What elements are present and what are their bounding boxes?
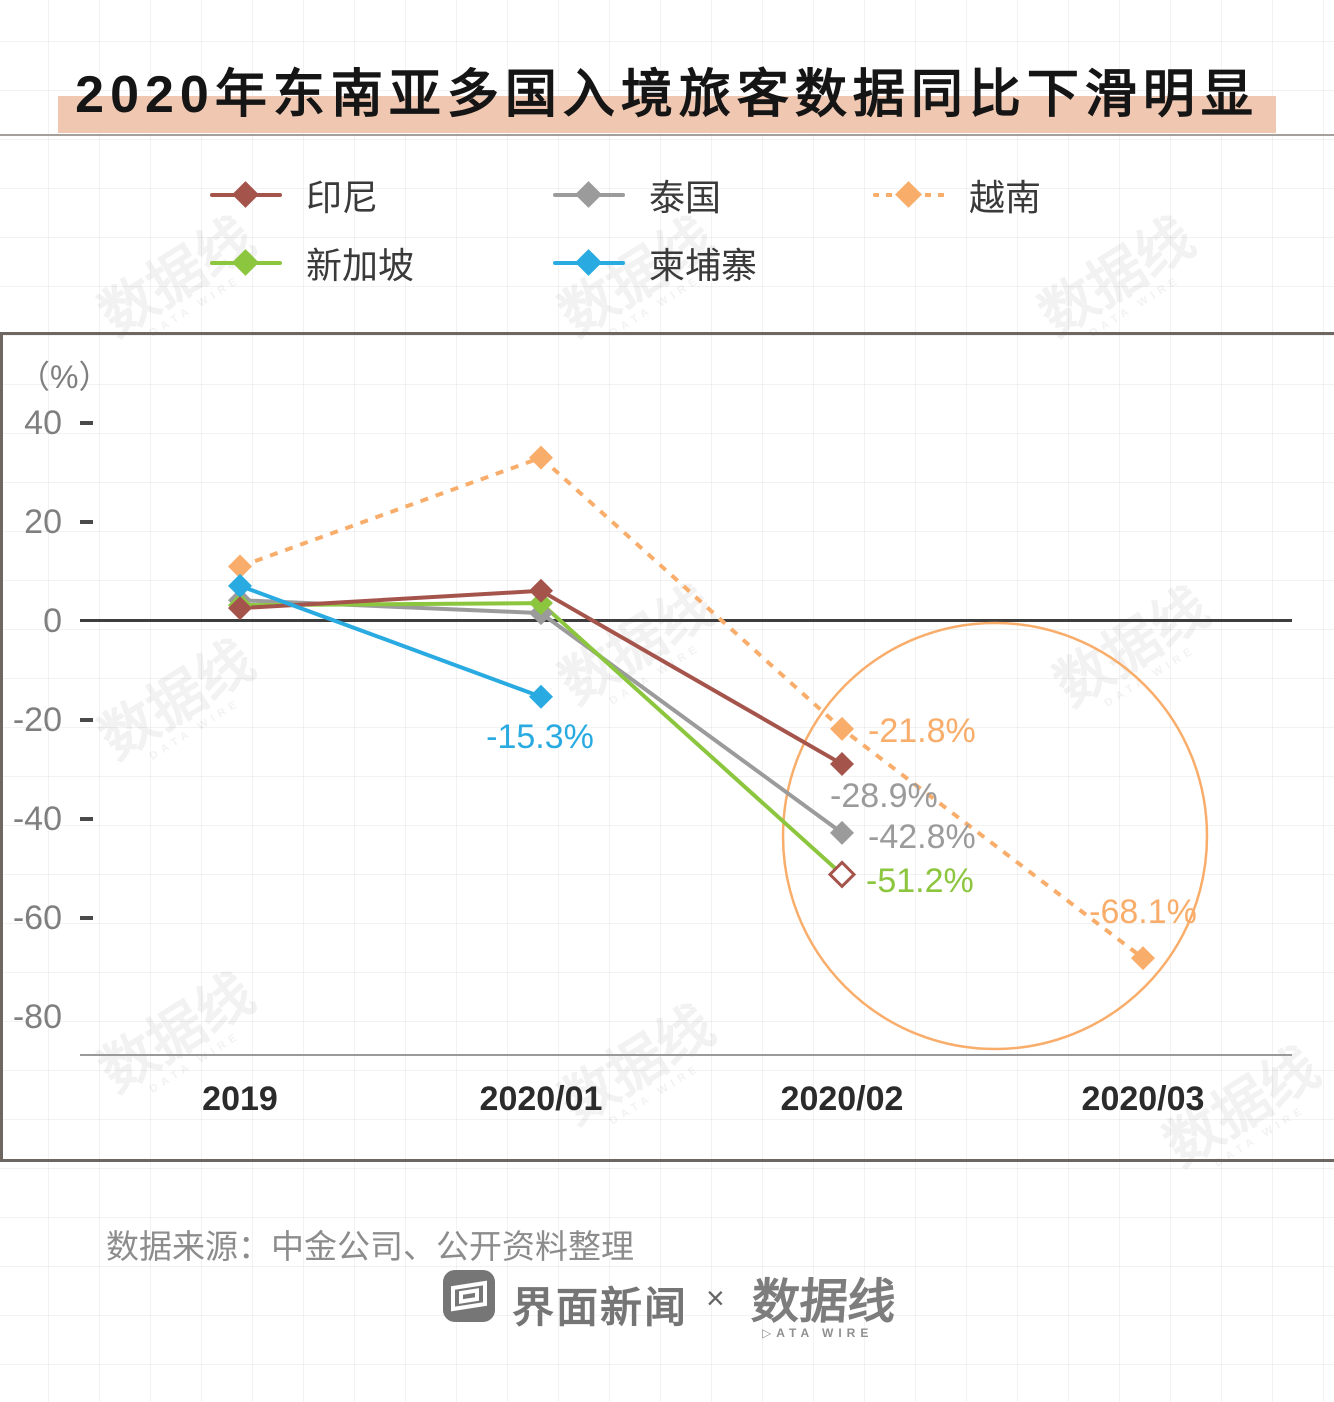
data-label-vietnam-feb: -21.8%	[868, 712, 976, 750]
diamond-marker-icon	[529, 445, 553, 470]
y-tick-label: -80	[12, 998, 62, 1036]
jiemian-logo-icon	[443, 1270, 495, 1322]
diamond-marker-icon	[228, 588, 252, 613]
diamond-marker-icon	[827, 860, 857, 889]
series-line-2	[239, 455, 1145, 960]
diamond-marker-icon	[529, 684, 553, 709]
data-label-vietnam-mar: -68.1%	[1089, 893, 1197, 931]
datawire-watermark: 数据线 DATA WIRE	[1008, 194, 1232, 370]
legend-item-indonesia: 印尼	[210, 175, 378, 218]
title-highlight-band	[58, 96, 1276, 133]
data-label-singapore: -51.2%	[866, 862, 974, 900]
diamond-marker-icon	[228, 573, 252, 598]
legend-label: 泰国	[649, 177, 722, 218]
jiemian-logo-text: 界面新闻	[512, 1284, 689, 1331]
legend-item-singapore: 新加坡	[210, 243, 414, 286]
x-tick-label: 2019	[202, 1080, 278, 1118]
datawire-logo-subtext: ▷ATA WIRE	[762, 1326, 874, 1340]
x-tick-label: 2020/02	[780, 1080, 904, 1118]
diamond-marker-icon	[228, 554, 252, 579]
y-tick-label: 20	[24, 503, 62, 541]
chart-border-left	[0, 332, 3, 1162]
watermark-subtext: DATA WIRE	[1102, 643, 1199, 710]
legend-line	[553, 249, 625, 276]
legend-item-cambodia: 柬埔寨	[553, 243, 757, 286]
datawire-logo-text: 数据线	[749, 1276, 898, 1329]
chart-border-bottom	[0, 1159, 1334, 1162]
page-title: 2020年东南亚多国入境旅客数据同比下滑明显	[75, 66, 1259, 124]
watermark-text: 数据线	[1043, 575, 1220, 718]
x-tick-label: 2020/01	[479, 1080, 603, 1118]
y-tick-label: -60	[12, 899, 62, 937]
legend-label: 印尼	[306, 177, 379, 218]
watermark-text: 数据线	[88, 628, 265, 771]
y-tick-mark	[80, 421, 93, 425]
collab-cross-mark: ×	[706, 1280, 725, 1316]
legend-label: 越南	[969, 177, 1042, 218]
zero-axis-line	[80, 619, 1292, 622]
y-tick-label: -40	[12, 800, 62, 838]
diamond-marker-icon	[228, 596, 252, 621]
legend-line	[210, 249, 282, 276]
x-tick-label: 2020/03	[1081, 1080, 1205, 1118]
y-tick-label: 40	[24, 404, 62, 442]
datawire-watermark: 数据线 DATA WIRE	[528, 562, 752, 738]
y-tick-mark	[80, 916, 93, 920]
data-label-thailand: -42.8%	[868, 818, 976, 856]
data-source-text: 数据来源：中金公司、公开资料整理	[106, 1228, 634, 1265]
legend-line	[553, 181, 625, 208]
datawire-watermark: 数据线 DATA WIRE	[1023, 564, 1247, 740]
diamond-marker-icon	[830, 820, 854, 845]
legend-item-vietnam: 越南	[873, 175, 1041, 218]
data-label-cambodia: -15.3%	[486, 718, 594, 756]
diamond-marker-icon	[232, 249, 259, 276]
bottom-axis-line	[80, 1054, 1292, 1056]
diamond-marker-icon	[529, 591, 553, 616]
y-axis-unit-label: （%）	[18, 359, 111, 395]
watermark-text: 数据线	[548, 993, 725, 1136]
diamond-marker-icon	[575, 181, 602, 208]
y-tick-label: 0	[43, 602, 62, 640]
diamond-marker-icon	[1131, 946, 1155, 971]
watermark-subtext: DATA WIRE	[1087, 273, 1184, 340]
title-underline	[0, 134, 1334, 136]
diamond-marker-icon	[232, 181, 259, 208]
series-line-4	[239, 583, 542, 699]
diamond-marker-icon	[575, 249, 602, 276]
legend-label: 柬埔寨	[649, 245, 758, 286]
legend-label: 新加坡	[306, 245, 415, 286]
data-label-indonesia: -28.9%	[830, 777, 938, 815]
y-tick-mark	[80, 520, 93, 524]
watermark-text: 数据线	[548, 573, 725, 716]
diamond-marker-icon	[228, 593, 252, 618]
y-tick-label: -20	[12, 701, 62, 739]
legend-line	[873, 181, 945, 208]
diamond-marker-icon	[830, 752, 854, 777]
highlight-circle	[781, 621, 1209, 1051]
legend-item-thailand: 泰国	[553, 175, 721, 218]
y-tick-mark	[80, 817, 93, 821]
chart-border-top	[0, 332, 1334, 335]
legend-line	[210, 181, 282, 208]
y-tick-mark	[80, 718, 93, 722]
diamond-marker-icon	[529, 578, 553, 603]
datawire-watermark: 数据线 DATA WIRE	[68, 617, 292, 793]
diamond-marker-icon	[830, 716, 854, 741]
series-line-1	[239, 598, 844, 835]
datawire-watermark: 数据线 DATA WIRE	[528, 982, 752, 1158]
diamond-marker-icon	[895, 181, 922, 208]
watermark-subtext: DATA WIRE	[147, 696, 244, 763]
